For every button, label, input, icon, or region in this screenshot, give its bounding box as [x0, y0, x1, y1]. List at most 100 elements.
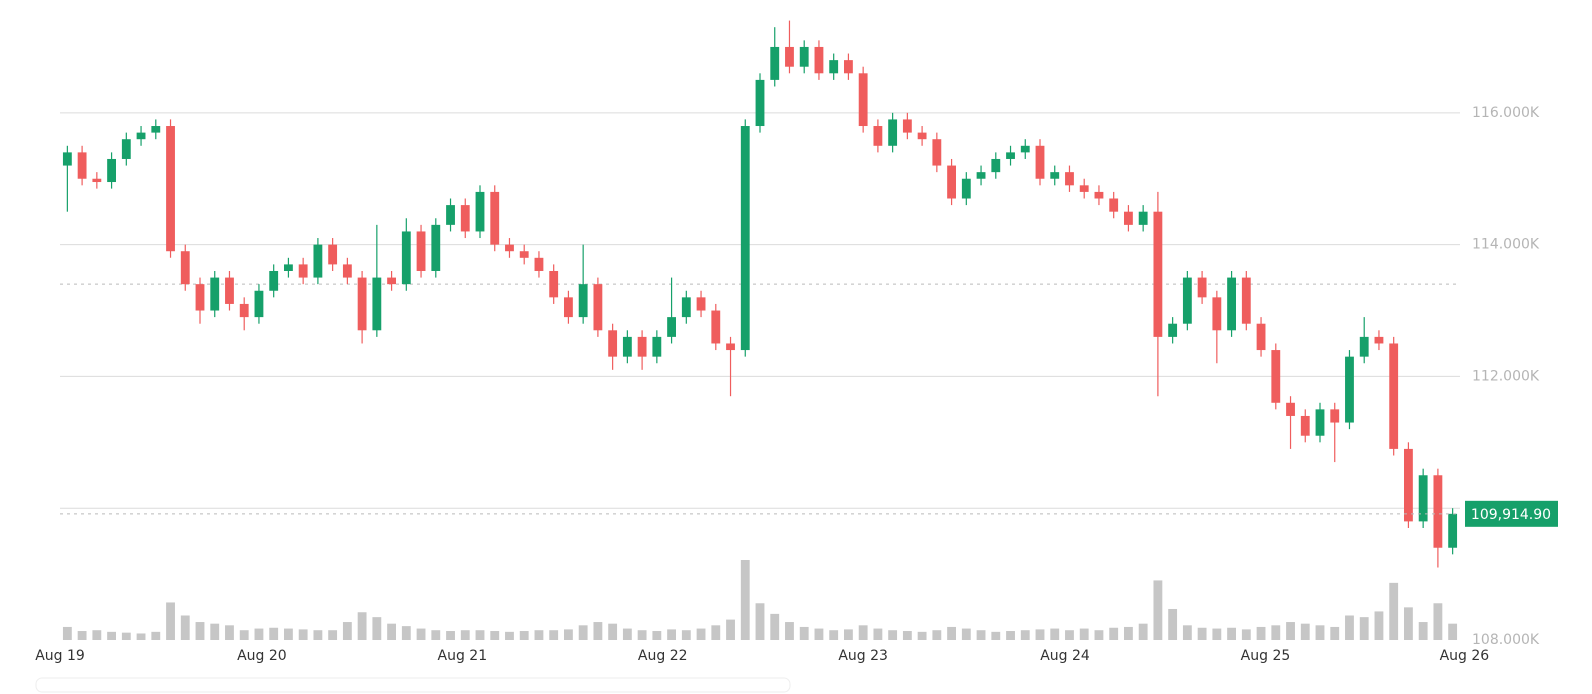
scrollbar: [35, 677, 791, 693]
volume-bar: [519, 631, 529, 640]
volume-bar: [1020, 630, 1030, 640]
volume-bar: [210, 623, 220, 640]
volume-bar: [1035, 629, 1045, 640]
candle-body: [637, 336, 647, 357]
y-tick-label: 116.000K: [1472, 105, 1540, 121]
candle-body: [858, 73, 868, 127]
candle-body: [593, 284, 603, 331]
volume-bar: [1182, 625, 1192, 640]
volume-bar: [254, 628, 264, 640]
volume-bar: [755, 603, 765, 640]
candle-body: [284, 264, 293, 271]
x-tick-label: Aug 24: [1040, 648, 1090, 664]
candle-body: [328, 244, 338, 265]
volume-bar: [1271, 625, 1281, 640]
volume-bar: [77, 631, 87, 640]
volume-bar: [976, 630, 986, 640]
volume-bar: [416, 628, 426, 640]
volume-bar: [608, 623, 618, 640]
volume-bar: [829, 630, 839, 640]
volume-bar: [1433, 603, 1443, 640]
volume-bar: [667, 629, 676, 640]
y-tick-label: 108.000K: [1472, 632, 1540, 648]
candle-body: [947, 165, 956, 199]
candle-body: [888, 119, 898, 146]
volume-bar: [1227, 627, 1236, 640]
volume-bar: [917, 631, 927, 640]
candle-body: [932, 139, 942, 166]
volume-bar: [799, 626, 809, 640]
candle-body: [814, 46, 824, 74]
candle-body: [1227, 277, 1236, 331]
volume-bar: [696, 628, 706, 640]
candle-body: [1168, 323, 1178, 337]
candle-body: [667, 317, 676, 337]
candle-body: [622, 336, 632, 357]
candle-body: [298, 264, 308, 278]
candle-body: [401, 231, 411, 285]
volume-bar: [961, 628, 971, 640]
volume-bar: [151, 631, 161, 640]
candle-body: [460, 205, 470, 232]
candle-body: [1197, 277, 1207, 298]
y-tick-label: 112.000K: [1472, 368, 1540, 384]
candle-body: [755, 79, 765, 127]
candle-body: [121, 139, 131, 159]
volume-bar: [180, 615, 190, 640]
volume-bar: [166, 602, 175, 640]
candle-body: [1241, 277, 1251, 324]
volume-bar: [1418, 622, 1428, 640]
candle-body: [1182, 277, 1192, 324]
volume-bar: [1315, 625, 1325, 640]
volume-bar: [740, 560, 750, 640]
candle-body: [696, 297, 706, 311]
candle-body: [991, 158, 1001, 173]
volume-bar: [328, 630, 338, 640]
candle-body: [740, 126, 750, 351]
volume-bar: [770, 613, 780, 640]
volume-bar: [932, 630, 942, 640]
candle-body: [313, 244, 323, 278]
volume-bar: [92, 630, 102, 640]
candle-body: [1330, 409, 1340, 423]
x-tick-label: Aug 19: [35, 648, 85, 664]
candle-body: [446, 205, 455, 225]
candle-body: [1065, 172, 1074, 186]
candle-body: [210, 277, 220, 311]
volume-bar: [490, 631, 500, 640]
volume-bar: [269, 627, 279, 640]
candle-body: [1300, 415, 1310, 436]
volume-bar: [1404, 607, 1413, 640]
candle-body: [1433, 475, 1443, 548]
candle-body: [1079, 185, 1089, 192]
candle-body: [195, 284, 205, 311]
candle-body: [416, 231, 426, 271]
candle-body: [1418, 475, 1428, 522]
volume-bar: [107, 631, 116, 640]
candle-body: [1109, 198, 1119, 212]
candle-body: [1153, 211, 1163, 337]
volume-bar: [1212, 628, 1222, 640]
candle-body: [1256, 323, 1266, 351]
volume-bar: [1286, 622, 1295, 640]
candle-body: [785, 46, 794, 67]
volume-bar: [1389, 582, 1399, 640]
volume-bar: [431, 630, 441, 640]
volume-bar: [1065, 630, 1074, 640]
volume-bar: [313, 630, 323, 640]
candle-body: [225, 277, 234, 304]
candle-body: [534, 257, 544, 271]
candle-body: [1359, 336, 1369, 357]
volume-bar: [1330, 626, 1340, 640]
volume-bar: [505, 631, 514, 640]
volume-bar: [873, 628, 883, 640]
volume-bar: [1256, 626, 1266, 640]
volume-bar: [1448, 623, 1458, 640]
volume-bar: [298, 629, 308, 640]
volume-bar: [1079, 628, 1089, 640]
volume-bar: [446, 631, 455, 640]
volume-bar: [1094, 630, 1104, 640]
volume-bar: [357, 612, 367, 640]
volume-bar: [195, 622, 205, 640]
